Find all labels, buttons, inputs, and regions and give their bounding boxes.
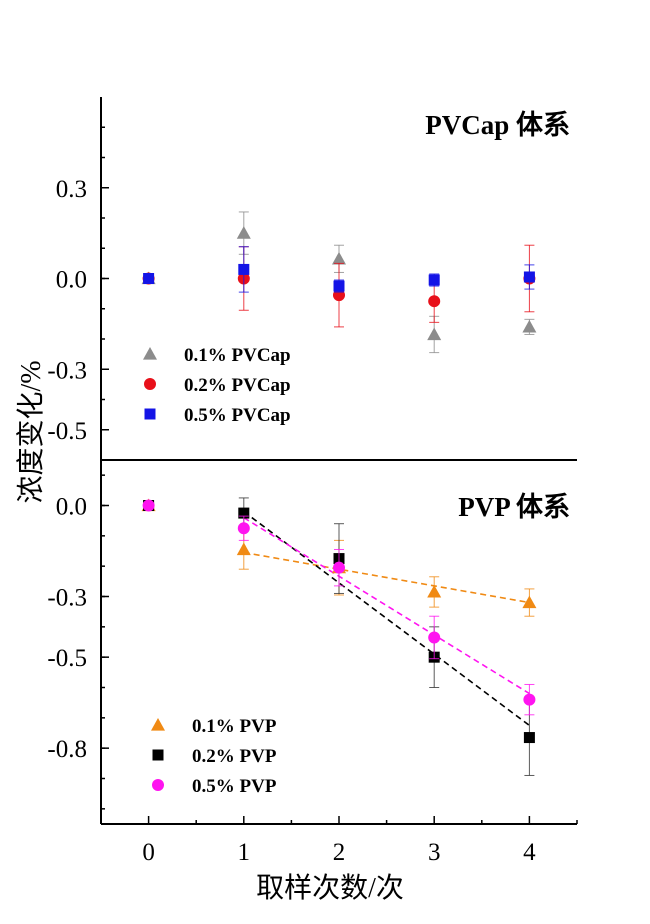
data-point <box>238 507 250 519</box>
legend-label: 0.2% PVCap <box>184 375 291 396</box>
y-tick-label: -0.3 <box>47 357 87 384</box>
data-point <box>333 280 345 292</box>
trend-line <box>243 551 530 604</box>
data-point <box>332 251 346 265</box>
x-tick-label: 4 <box>523 839 536 866</box>
legend-label: 0.1% PVCap <box>184 345 291 366</box>
x-tick-label: 1 <box>238 839 251 866</box>
y-tick-label: -0.5 <box>47 418 87 445</box>
y-axis-title: 浓度变化/% <box>15 360 47 503</box>
legend-marker <box>152 749 164 761</box>
data-point <box>522 319 537 333</box>
legend-marker <box>152 779 164 791</box>
pvp-panel: 0.0 -0.3 -0.5 -0.8 0 1 2 3 4 PVP 体系 0.1% PVP 0.2% P… <box>47 460 578 866</box>
legend-marker <box>151 718 165 731</box>
x-tick-label: 3 <box>428 839 441 866</box>
data-point <box>237 522 250 535</box>
legend-label: 0.1% PVP <box>192 716 277 737</box>
x-tick-label: 0 <box>142 839 155 866</box>
data-point <box>236 226 251 239</box>
panel-title: PVCap 体系 <box>425 110 570 140</box>
pvcap-panel: 0.3 0.0 -0.3 -0.5 PVCap 体系 0.1% PVCap 0.2% PVC… <box>47 97 570 460</box>
data-point <box>523 271 535 283</box>
legend-marker <box>143 347 157 360</box>
y-tick-label: 0.0 <box>56 267 87 294</box>
panel-title: PVP 体系 <box>458 492 570 522</box>
data-point <box>523 693 536 706</box>
x-tick-label: 2 <box>333 839 346 866</box>
data-point <box>427 584 442 598</box>
legend-label: 0.2% PVP <box>192 746 277 767</box>
y-tick-label: -0.3 <box>47 585 87 612</box>
data-point <box>236 542 251 556</box>
y-tick-label: -0.5 <box>47 645 87 672</box>
legend-marker <box>144 408 156 420</box>
legend-label: 0.5% PVP <box>192 776 277 797</box>
legend-marker <box>144 378 156 390</box>
data-point <box>522 595 537 609</box>
y-tick-label: 0.3 <box>56 176 87 203</box>
trend-line <box>243 516 530 695</box>
data-point <box>428 295 441 308</box>
data-point <box>523 732 535 744</box>
data-point <box>142 499 155 512</box>
data-point <box>427 327 442 341</box>
y-tick-label: -0.8 <box>47 736 87 763</box>
data-point <box>333 561 345 574</box>
data-point <box>428 631 441 644</box>
data-point <box>428 274 440 286</box>
y-tick-label: 0.0 <box>56 494 87 521</box>
data-point <box>238 263 250 275</box>
data-point <box>143 273 155 284</box>
legend-label: 0.5% PVCap <box>184 405 291 426</box>
x-axis-title: 取样次数/次 <box>256 872 404 904</box>
